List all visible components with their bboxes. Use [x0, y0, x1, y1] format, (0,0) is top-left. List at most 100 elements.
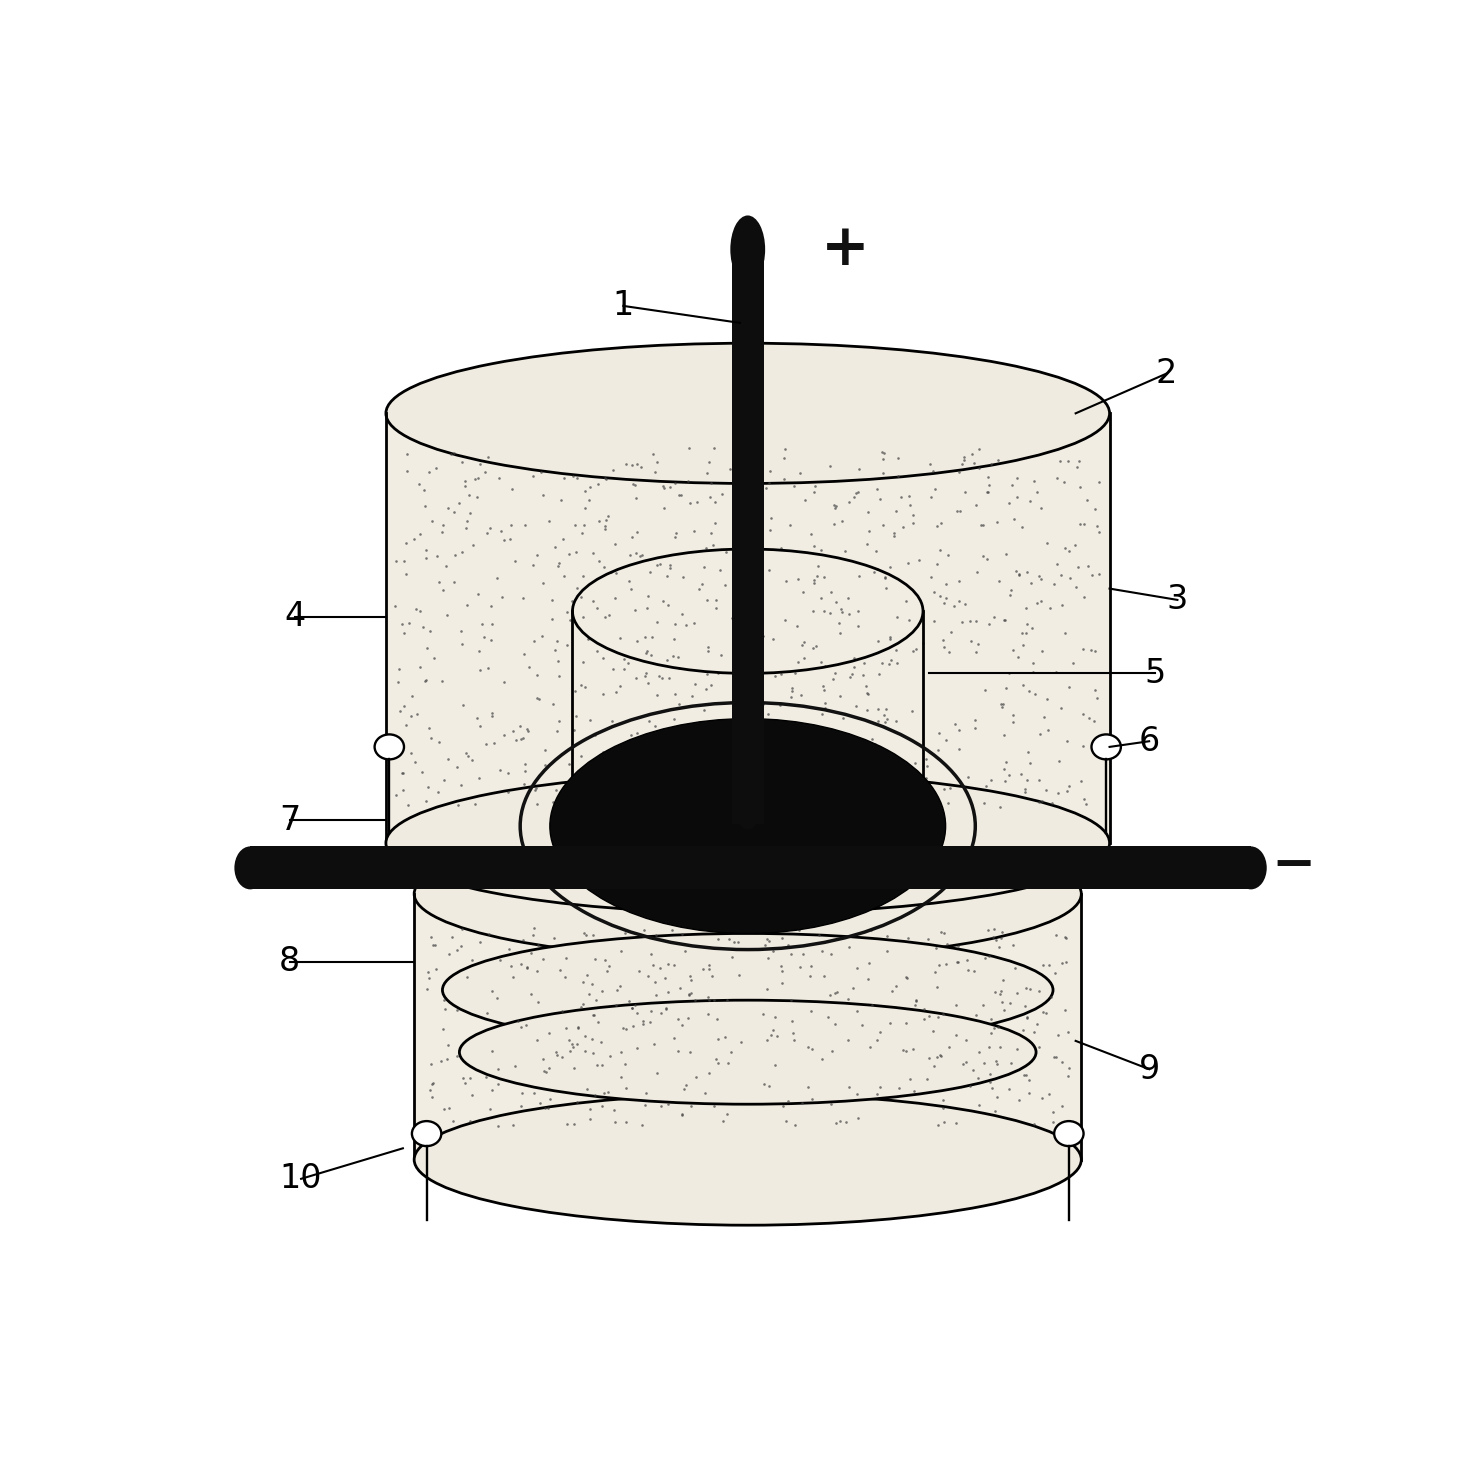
Point	[585, 639, 608, 663]
Point	[1011, 673, 1034, 697]
Point	[582, 541, 605, 565]
Point	[458, 501, 481, 525]
Point	[783, 1114, 807, 1137]
Point	[515, 1013, 538, 1037]
Point	[531, 947, 554, 970]
Point	[690, 572, 713, 596]
Point	[1026, 592, 1049, 615]
Point	[1020, 617, 1043, 640]
Point	[751, 624, 775, 648]
Point	[547, 553, 570, 577]
Point	[875, 707, 899, 731]
Point	[929, 510, 953, 534]
Point	[963, 708, 986, 732]
Point	[641, 442, 664, 466]
Point	[404, 598, 427, 621]
Point	[652, 476, 676, 500]
Point	[684, 768, 708, 791]
Point	[833, 540, 856, 563]
Point	[818, 984, 842, 1007]
Point	[859, 918, 883, 942]
Point	[988, 796, 1011, 819]
Text: 7: 7	[279, 805, 301, 837]
Point	[1023, 682, 1046, 705]
Point	[525, 775, 549, 799]
Point	[944, 992, 967, 1016]
Point	[547, 552, 570, 575]
Point	[581, 1026, 604, 1050]
Point	[1030, 790, 1053, 813]
Point	[391, 762, 414, 785]
Point	[1005, 982, 1029, 1006]
Point	[426, 781, 449, 805]
Point	[878, 555, 902, 578]
Point	[878, 627, 902, 651]
Point	[1011, 1018, 1034, 1041]
Point	[1013, 779, 1036, 803]
Point	[836, 1028, 859, 1052]
Point	[988, 982, 1011, 1006]
Point	[779, 942, 802, 966]
Point	[576, 627, 600, 651]
Point	[816, 1006, 839, 1029]
Point	[1055, 950, 1078, 973]
Point	[617, 652, 641, 676]
Point	[664, 682, 687, 705]
Point	[506, 1009, 530, 1032]
Point	[769, 537, 792, 561]
Point	[417, 460, 441, 484]
Point	[1013, 1063, 1036, 1087]
Point	[979, 1062, 1002, 1086]
Point	[872, 704, 896, 728]
Point	[582, 1003, 605, 1026]
Point	[750, 584, 773, 608]
Point	[756, 703, 779, 726]
Point	[862, 561, 886, 584]
Point	[554, 947, 578, 970]
Point	[461, 532, 484, 556]
Point	[697, 450, 721, 473]
Point	[1002, 637, 1026, 661]
Point	[884, 498, 907, 522]
Point	[989, 979, 1013, 1003]
Point	[500, 478, 524, 501]
Point	[912, 632, 935, 655]
Point	[829, 796, 852, 819]
Point	[464, 467, 487, 491]
Point	[662, 1026, 686, 1050]
Point	[439, 442, 463, 466]
Point	[668, 976, 692, 1000]
Point	[1059, 566, 1083, 590]
Point	[832, 705, 855, 729]
Point	[811, 939, 835, 963]
Point	[632, 768, 655, 791]
Point	[929, 920, 953, 944]
Ellipse shape	[411, 1121, 441, 1146]
Point	[512, 772, 535, 796]
Point	[655, 997, 678, 1021]
Point	[598, 1044, 622, 1068]
Point	[795, 759, 818, 782]
Point	[1023, 469, 1046, 493]
Point	[533, 1059, 556, 1083]
Point	[805, 633, 829, 657]
Point	[480, 701, 503, 725]
Point	[603, 1099, 626, 1123]
Point	[582, 1003, 605, 1026]
Point	[419, 924, 442, 948]
Point	[540, 606, 563, 630]
Point	[1074, 793, 1097, 816]
Point	[414, 669, 438, 692]
Point	[781, 788, 804, 812]
Point	[978, 473, 1001, 497]
Point	[696, 985, 719, 1009]
Point	[734, 479, 757, 503]
Point	[937, 791, 960, 815]
Point	[487, 1072, 511, 1096]
Point	[934, 586, 957, 609]
Point	[702, 436, 725, 460]
Point	[1005, 485, 1029, 509]
Point	[605, 776, 629, 800]
Point	[912, 1007, 935, 1031]
Point	[932, 1111, 956, 1134]
